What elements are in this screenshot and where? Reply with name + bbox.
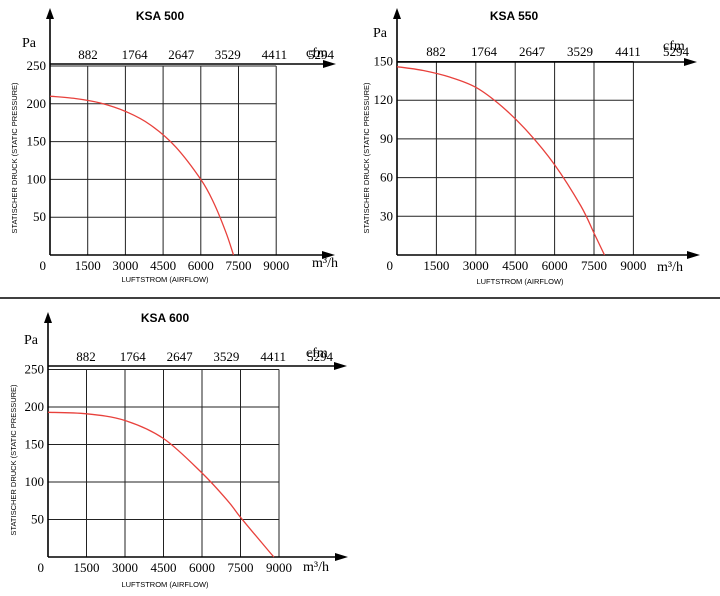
x-tick-label: 7500 bbox=[226, 258, 252, 273]
cfm-tick-label: 4411 bbox=[262, 47, 288, 62]
x-axis-arrow bbox=[335, 553, 348, 561]
y-tick-label: 60 bbox=[380, 170, 393, 185]
cfm-tick-label: 882 bbox=[426, 44, 446, 59]
y-tick-label: 30 bbox=[380, 208, 393, 223]
pressure-curve bbox=[47, 411, 275, 558]
chart-title: KSA 600 bbox=[141, 311, 190, 325]
y-axis-label: STATISCHER DRUCK (STATIC PRESSURE) bbox=[10, 82, 19, 234]
x-tick-label: 6000 bbox=[188, 258, 214, 273]
y-tick-label: 250 bbox=[27, 58, 47, 73]
x-axis-label: LUFTSTROM (AIRFLOW) bbox=[476, 277, 564, 286]
x-tick-label: 3000 bbox=[112, 258, 138, 273]
pressure-curve bbox=[396, 66, 606, 256]
chart-title: KSA 500 bbox=[136, 9, 185, 23]
cfm-tick-label: 2647 bbox=[519, 44, 546, 59]
y-axis-arrow bbox=[44, 312, 52, 323]
top-unit-label: cfm bbox=[306, 346, 328, 361]
x-tick-label: 1500 bbox=[423, 258, 449, 273]
cfm-tick-label: 5294 bbox=[663, 44, 690, 59]
chart-title: KSA 550 bbox=[490, 9, 539, 23]
chart-ksa-550: KSA 550 Pa cfm m³/h LUFTSTROM (AIRFLOW) … bbox=[362, 8, 700, 286]
y-tick-label: 150 bbox=[374, 54, 394, 69]
y-tick-label: 200 bbox=[27, 96, 47, 111]
y-tick-label: 50 bbox=[31, 512, 44, 527]
cfm-tick-label: 882 bbox=[76, 349, 96, 364]
top-unit-label: cfm bbox=[306, 46, 328, 61]
y-axis-label: STATISCHER DRUCK (STATIC PRESSURE) bbox=[362, 82, 371, 234]
chart-ksa-600: KSA 600 Pa cfm m³/h LUFTSTROM (AIRFLOW) … bbox=[9, 311, 348, 589]
cfm-tick-label: 1764 bbox=[122, 47, 149, 62]
cfm-tick-label: 882 bbox=[78, 47, 98, 62]
cfm-tick-label: 3529 bbox=[213, 349, 239, 364]
y-tick-label: 120 bbox=[374, 92, 394, 107]
y-tick-label: 50 bbox=[33, 209, 46, 224]
cfm-tick-label: 1764 bbox=[471, 44, 498, 59]
x-tick-label: 4500 bbox=[502, 258, 528, 273]
x-unit-label: m³/h bbox=[303, 560, 329, 575]
x-tick-label: 1500 bbox=[75, 258, 101, 273]
y-axis-arrow bbox=[46, 8, 54, 19]
x-tick-label: 7500 bbox=[581, 258, 607, 273]
x-tick-label: 6000 bbox=[542, 258, 568, 273]
cfm-tick-label: 2647 bbox=[167, 349, 194, 364]
y-axis-arrow bbox=[393, 8, 401, 19]
y-tick-label: 150 bbox=[27, 134, 47, 149]
x-tick-label: 3000 bbox=[112, 560, 138, 575]
pressure-curve bbox=[49, 95, 235, 256]
y-unit-label: Pa bbox=[24, 333, 39, 348]
x-tick-label: 1500 bbox=[74, 560, 100, 575]
cfm-tick-label: 3529 bbox=[215, 47, 241, 62]
x-tick-label: 9000 bbox=[620, 258, 646, 273]
y-tick-label: 100 bbox=[25, 474, 45, 489]
cfm-axis-arrow bbox=[334, 362, 347, 370]
y-tick-label: 100 bbox=[27, 171, 47, 186]
x-axis-label: LUFTSTROM (AIRFLOW) bbox=[121, 275, 209, 284]
cfm-axis-arrow bbox=[323, 60, 336, 68]
chart-ksa-500: KSA 500 Pa cfm m³/h LUFTSTROM (AIRFLOW) … bbox=[10, 8, 338, 284]
y-tick-label: 150 bbox=[25, 437, 45, 452]
cfm-tick-label: 4411 bbox=[260, 349, 286, 364]
cfm-tick-label: 5294 bbox=[308, 47, 335, 62]
y-tick-label: 250 bbox=[25, 362, 45, 377]
top-unit-label: cfm bbox=[663, 39, 685, 54]
cfm-tick-label: 2647 bbox=[168, 47, 195, 62]
x-axis-arrow bbox=[322, 251, 335, 259]
cfm-tick-label: 3529 bbox=[567, 44, 593, 59]
cfm-tick-label: 4411 bbox=[615, 44, 641, 59]
x-tick-label: 9000 bbox=[263, 258, 289, 273]
x-unit-label: m³/h bbox=[312, 256, 338, 271]
x-tick-label: 3000 bbox=[463, 258, 489, 273]
y-tick-label: 200 bbox=[25, 399, 45, 414]
x-tick-label: 6000 bbox=[189, 560, 215, 575]
cfm-tick-label: 1764 bbox=[120, 349, 147, 364]
x-axis-arrow bbox=[687, 251, 700, 259]
y-tick-label: 90 bbox=[380, 131, 393, 146]
cfm-tick-label: 5294 bbox=[307, 349, 334, 364]
y-unit-label: Pa bbox=[22, 36, 37, 51]
x-tick-label: 0 bbox=[387, 258, 394, 273]
y-unit-label: Pa bbox=[373, 26, 388, 41]
x-tick-label: 4500 bbox=[150, 258, 176, 273]
cfm-axis-arrow bbox=[684, 58, 697, 66]
x-tick-label: 7500 bbox=[228, 560, 254, 575]
y-axis-label: STATISCHER DRUCK (STATIC PRESSURE) bbox=[9, 384, 18, 536]
x-axis-label: LUFTSTROM (AIRFLOW) bbox=[121, 580, 209, 589]
x-tick-label: 0 bbox=[38, 560, 45, 575]
x-unit-label: m³/h bbox=[657, 260, 683, 275]
x-tick-label: 9000 bbox=[266, 560, 292, 575]
x-tick-label: 4500 bbox=[151, 560, 177, 575]
x-tick-label: 0 bbox=[40, 258, 47, 273]
